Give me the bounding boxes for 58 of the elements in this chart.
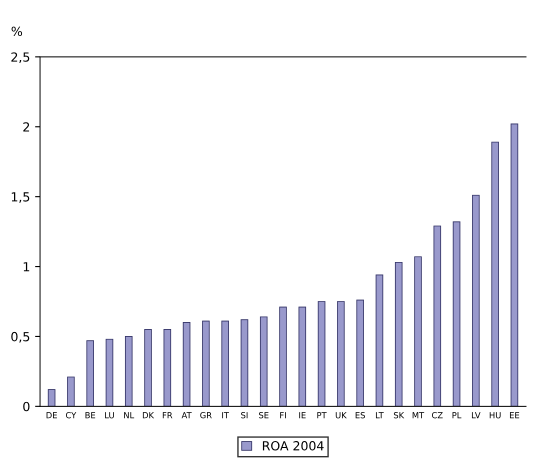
bar [164, 329, 172, 406]
x-tick-label: SI [241, 412, 248, 418]
bar [124, 336, 133, 406]
x-tick-label: FR [162, 412, 172, 418]
bar [144, 329, 152, 406]
bar [356, 300, 364, 406]
x-tick-label: BE [86, 412, 96, 418]
x-tick-label: ES [356, 412, 365, 418]
bar [182, 322, 190, 406]
x-tick-label: GR [200, 412, 212, 418]
bar [318, 301, 326, 406]
y-tick-label: 1,5 [12, 192, 30, 203]
x-tick-label: NL [124, 412, 134, 418]
bar [202, 320, 210, 406]
x-tick-label: CY [66, 412, 76, 418]
x-tick-label: LT [376, 412, 384, 418]
x-tick-label: LV [472, 412, 480, 418]
x-tick-label: LU [105, 412, 114, 418]
bar [472, 194, 480, 406]
x-tick-label: PL [452, 412, 462, 418]
bar [240, 319, 248, 406]
legend-label: ROA 2004 [262, 441, 324, 450]
bar [433, 226, 442, 406]
bar [260, 316, 268, 406]
bar [337, 301, 345, 406]
bar [414, 256, 422, 406]
x-tick-label: DK [142, 412, 154, 418]
bar [86, 340, 94, 406]
y-axis-title: % [12, 26, 22, 36]
x-tick-label: FI [280, 412, 286, 418]
bar [67, 376, 75, 406]
bar [221, 320, 229, 406]
x-tick-label: EE [510, 412, 520, 418]
bar [279, 306, 287, 406]
bar [48, 389, 56, 406]
x-tick-label: AT [182, 412, 192, 418]
x-tick-label: UK [336, 412, 347, 418]
x-tick-label: CZ [432, 412, 443, 418]
y-tick-label: 2 [23, 122, 30, 132]
x-tick-label: DE [46, 412, 57, 418]
x-tick-label: SE [259, 412, 268, 418]
y-tick-label: 0,5 [11, 332, 30, 343]
bar [298, 306, 306, 406]
x-tick-label: SK [394, 412, 404, 418]
y-tick-label: 1 [24, 262, 30, 272]
y-tick-label: 0 [23, 402, 30, 412]
bar [452, 221, 460, 406]
bar [106, 338, 114, 406]
x-tick-label: IE [299, 412, 306, 418]
bar [376, 274, 384, 406]
bar [491, 142, 499, 406]
bar [394, 262, 403, 406]
x-tick-label: MT [412, 412, 424, 418]
x-tick-label: IT [222, 412, 229, 418]
x-tick-label: HU [490, 412, 501, 418]
x-tick-label: PT [317, 412, 327, 418]
y-tick-label: 2,5 [11, 52, 30, 64]
bar [510, 124, 518, 406]
